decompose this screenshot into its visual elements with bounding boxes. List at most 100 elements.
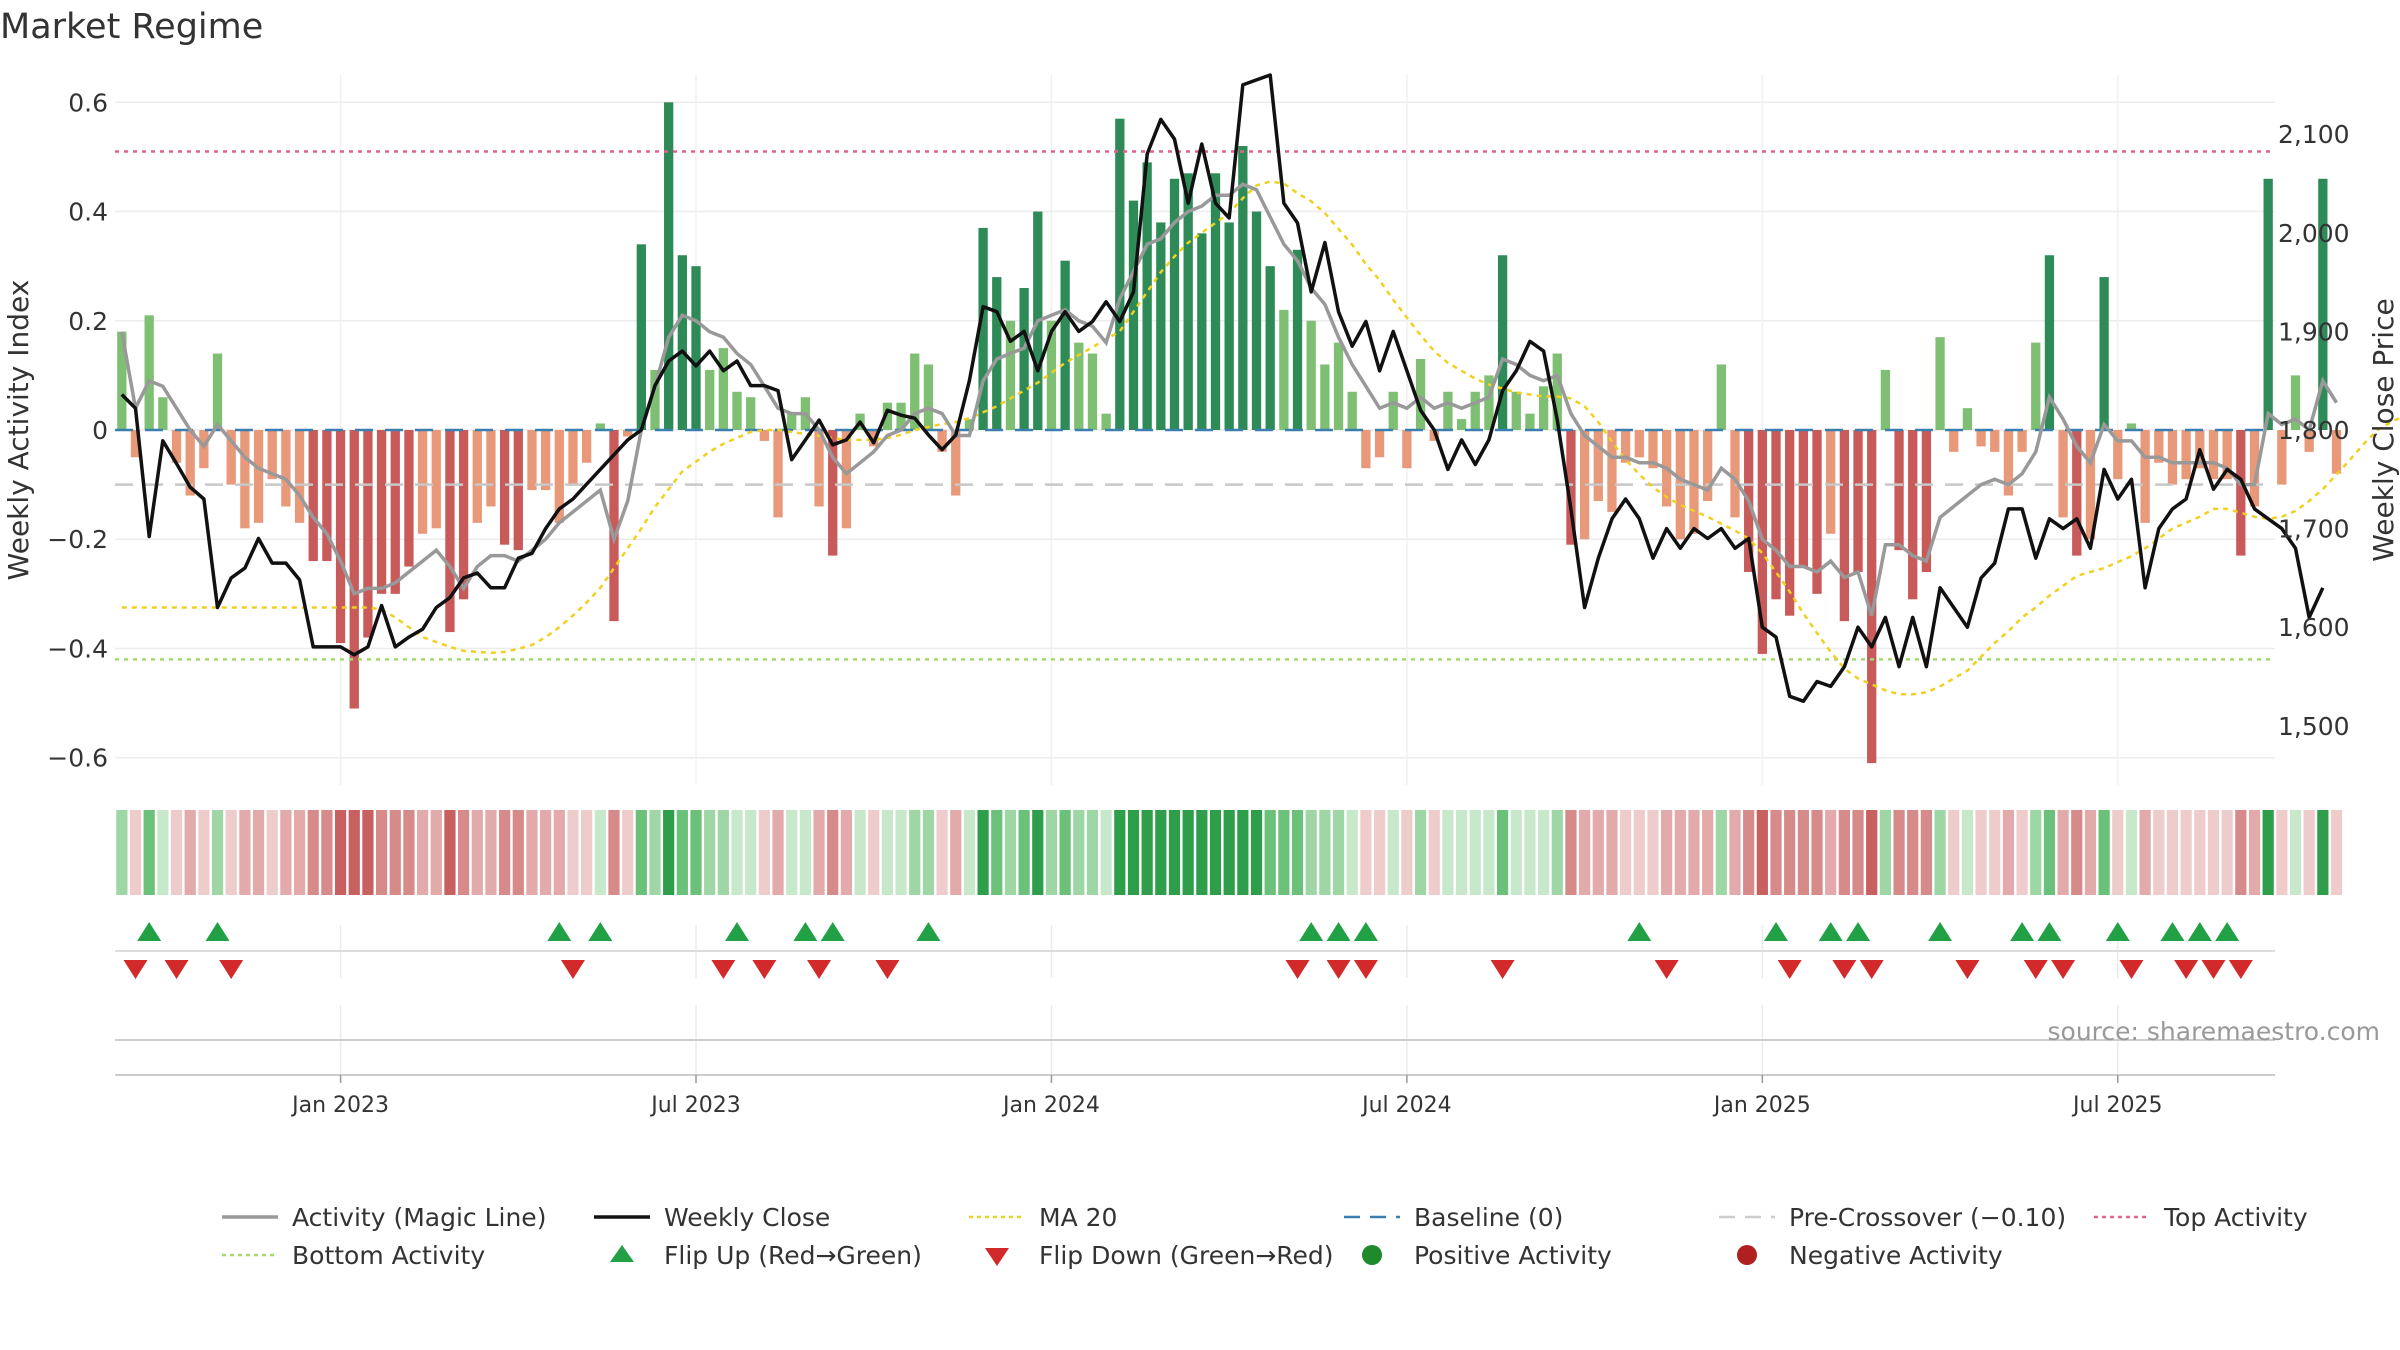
flip-down-marker [2119,960,2144,979]
activity-bar [2167,430,2178,485]
left-tick-label: −0.6 [47,744,108,773]
activity-bar [1990,430,2000,452]
activity-bar [1402,430,1412,469]
activity-bar [2140,430,2150,523]
activity-bar [841,430,852,529]
flip-markers-panel [115,922,2275,979]
activity-bar [1757,430,1767,654]
heat-cell [2043,810,2056,895]
activity-bar [2208,430,2219,480]
activity-bar [2181,430,2191,480]
x-tick-label: Jan 2025 [1712,1093,1811,1118]
heat-cell [1100,810,1112,895]
activity-bar [1415,359,1426,430]
activity-bar [431,430,441,529]
flip-down-marker [875,960,900,979]
heat-cell [2057,810,2069,895]
heat-cell [1743,810,1755,895]
heat-cell [1291,810,1304,895]
heat-cell [1510,810,1522,895]
x-axis-ticks: Jan 2023 Jul 2023 Jan 2024 Jul 2024 Jan 2025… [290,1075,2163,1118]
heat-cell [2098,810,2110,895]
activity-bar [1347,391,1357,430]
magic-line [120,182,2338,617]
activity-bar [1279,309,1289,430]
activity-bar [1716,364,1726,430]
heat-cell [157,810,169,895]
heat-cell [375,810,388,895]
heat-cell [1551,810,1563,895]
activity-bar [1142,162,1152,430]
activity-bar [636,244,646,430]
heat-cell [1401,810,1413,895]
activity-bar [1949,430,1959,452]
right-tick-label: 1,700 [2278,515,2350,544]
reference-lines [115,150,2275,661]
activity-bar [240,430,250,529]
bottom-panel [115,1005,2275,1076]
left-tick-label: −0.2 [47,525,108,554]
heat-cell [1278,810,1290,895]
heat-cell [1018,810,1030,895]
activity-bar [1703,430,1713,501]
flip-down-marker [1353,960,1378,979]
activity-bar [1511,391,1521,430]
activity-bar [1265,266,1275,430]
legend-label: Negative Activity [1789,1240,2003,1270]
flip-down-marker [1777,960,1802,979]
heat-cell [1633,810,1645,895]
heat-cell [663,810,675,895]
activity-bar [1798,430,1809,567]
heat-cell [1141,810,1153,895]
heat-cell [936,810,948,895]
heat-cell [1538,810,1550,895]
legend-item: Baseline (0) [1342,1198,1563,1236]
heat-cell [458,810,470,895]
heat-cell [1414,810,1427,895]
series-lines [120,73,2400,703]
heat-cell [1620,810,1632,895]
heat-cell [2002,810,2015,895]
activity-bar [609,430,619,622]
activity-bars [117,102,2342,764]
activity-bar [554,430,564,523]
activity-bar [281,430,291,507]
flip-down-marker [1832,960,1857,979]
flip-down-marker [1654,960,1679,979]
heat-cell [840,810,852,895]
activity-bar [417,430,428,534]
activity-bar [1880,369,1891,430]
activity-bar [117,331,127,430]
heat-cell [116,810,128,895]
activity-bar [2058,430,2068,518]
activity-bar [1730,430,1740,518]
heat-cell [594,810,606,895]
activity-bar [2017,430,2027,452]
activity-bar [1867,430,1877,764]
heat-cell [1688,810,1700,895]
activity-bar [540,430,551,491]
activity-bar [1470,391,1480,430]
heat-cell [1168,810,1181,895]
heat-cell [1073,810,1085,895]
activity-bar [705,369,715,430]
legend-item: Negative Activity [1717,1236,2003,1274]
heat-cell [909,810,921,895]
flip-down-marker [1285,960,1310,979]
activity-bar [677,255,687,430]
ma20-line [121,180,2400,696]
left-axis-label: Weekly Activity Index [2,280,35,581]
heat-cell [1469,810,1481,895]
heat-cell [1756,810,1768,895]
heat-cell [1592,810,1604,895]
activity-bar [2290,375,2301,430]
legend-swatch [222,1253,278,1257]
heat-cell [1155,810,1167,895]
legend-swatch [1737,1245,1757,1265]
activity-bar [869,430,879,447]
flip-up-marker [1846,922,1871,941]
activity-bar [2126,423,2137,430]
left-tick-label: 0.2 [68,307,108,336]
chart-title: Market Regime [0,7,263,47]
heat-cell [1702,810,1714,895]
